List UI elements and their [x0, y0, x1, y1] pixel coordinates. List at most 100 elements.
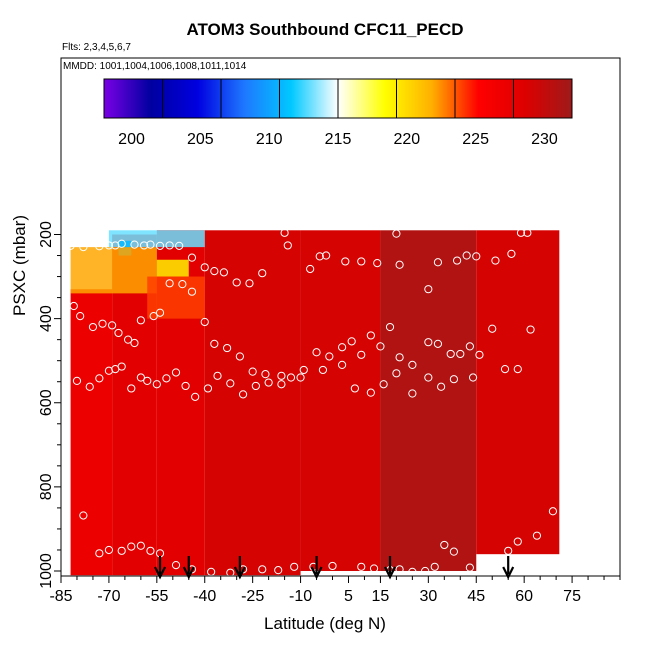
sample-point — [532, 531, 542, 540]
sample-point — [258, 269, 267, 278]
sample-point — [350, 384, 359, 393]
sample-point — [408, 567, 417, 576]
sample-point — [468, 373, 478, 382]
sample-point — [210, 266, 219, 276]
sample-point — [149, 312, 158, 321]
flight-arrow — [233, 556, 246, 580]
colorbar-tick-label: 230 — [531, 131, 558, 148]
sample-point — [136, 373, 145, 382]
sample-point — [306, 264, 315, 274]
x-tick-label: -70 — [97, 588, 120, 605]
sample-point — [369, 564, 379, 573]
sample-point — [152, 380, 161, 389]
sample-point — [379, 380, 388, 389]
sample-point — [395, 353, 404, 362]
x-axis-label: Latitude (deg N) — [264, 614, 386, 633]
y-axis: 200 400 600 800 1000 — [38, 221, 61, 589]
sample-point — [274, 566, 283, 575]
sample-point — [504, 546, 513, 555]
x-tick-label: -85 — [49, 588, 72, 605]
sample-point — [286, 373, 296, 382]
flight-arrow — [154, 556, 167, 580]
sample-point — [245, 279, 254, 288]
x-tick-label: -55 — [145, 588, 168, 605]
sample-point — [248, 367, 257, 376]
sample-point — [165, 241, 174, 250]
heatmap-feature — [70, 247, 157, 294]
sample-point — [127, 542, 136, 551]
sample-point — [395, 260, 404, 269]
colorbar: 200 205 210 215 220 225 230 — [103, 78, 573, 148]
sample-point — [318, 365, 328, 375]
sample-point — [200, 317, 209, 327]
x-tick-label: -40 — [193, 588, 216, 605]
sample-point — [507, 249, 516, 258]
sample-point — [357, 257, 366, 266]
sample-point — [200, 263, 209, 272]
sample-point — [337, 360, 347, 369]
sample-point — [238, 390, 248, 399]
sample-point — [88, 322, 98, 332]
sample-point — [143, 376, 152, 385]
sample-point — [251, 381, 260, 391]
sample-point — [146, 546, 155, 555]
sample-point — [424, 373, 433, 382]
sample-point — [452, 256, 462, 265]
sample-point — [433, 339, 443, 348]
sample-point — [312, 348, 321, 357]
colorbar-tick-label: 220 — [393, 131, 420, 148]
sample-point — [66, 241, 75, 250]
flight-arrow — [384, 556, 396, 580]
sample-point — [104, 241, 114, 250]
sample-point — [264, 378, 273, 387]
sample-point — [155, 241, 165, 250]
sample-point — [181, 381, 190, 391]
sample-point — [462, 251, 471, 260]
colorbar-tick-label: 205 — [187, 131, 214, 148]
sample-point — [130, 240, 139, 249]
x-axis: -85 -70 -55 -40 -25 -10 5 15 30 45 60 75 — [49, 576, 621, 605]
heatmap-feature — [147, 276, 205, 319]
x-tick-label: -10 — [289, 588, 312, 605]
sample-point — [203, 384, 213, 393]
plot-frame — [60, 57, 621, 577]
sample-point — [258, 565, 267, 574]
sample-point — [79, 243, 88, 252]
sample-point — [516, 228, 526, 237]
sample-point — [424, 338, 433, 347]
sample-point — [162, 374, 171, 383]
sample-point — [95, 549, 104, 558]
x-tick-label: 15 — [372, 588, 390, 605]
sample-point — [440, 540, 449, 550]
colorbar-ticks: 200 205 210 215 220 225 230 — [118, 131, 558, 148]
x-tick-label: 30 — [419, 588, 437, 605]
heatmap-field — [70, 230, 560, 576]
sample-point — [98, 319, 107, 328]
colorbar-dividers — [162, 79, 514, 118]
sample-point — [421, 566, 430, 576]
sample-point — [146, 240, 155, 249]
sample-point — [127, 384, 136, 393]
sample-point — [76, 312, 85, 321]
sample-point — [175, 241, 184, 250]
sample-point — [114, 328, 123, 338]
sample-point — [395, 565, 404, 574]
sample-point — [449, 547, 458, 556]
sample-point — [408, 389, 417, 398]
sample-point — [513, 537, 522, 546]
sample-point — [392, 229, 401, 238]
sample-point — [456, 349, 465, 359]
sample-point — [210, 339, 219, 348]
sample-points — [66, 228, 558, 576]
sample-point — [79, 511, 88, 520]
sample-point — [69, 301, 78, 311]
sample-point — [178, 280, 187, 289]
sample-point — [341, 257, 350, 266]
flights-note: Flts: 2,3,4,5,6,7 — [62, 42, 131, 53]
sample-point — [232, 278, 241, 287]
sample-point — [226, 568, 235, 576]
y-tick-label: 200 — [38, 221, 55, 248]
sample-point — [296, 373, 305, 382]
sample-point — [191, 392, 200, 401]
